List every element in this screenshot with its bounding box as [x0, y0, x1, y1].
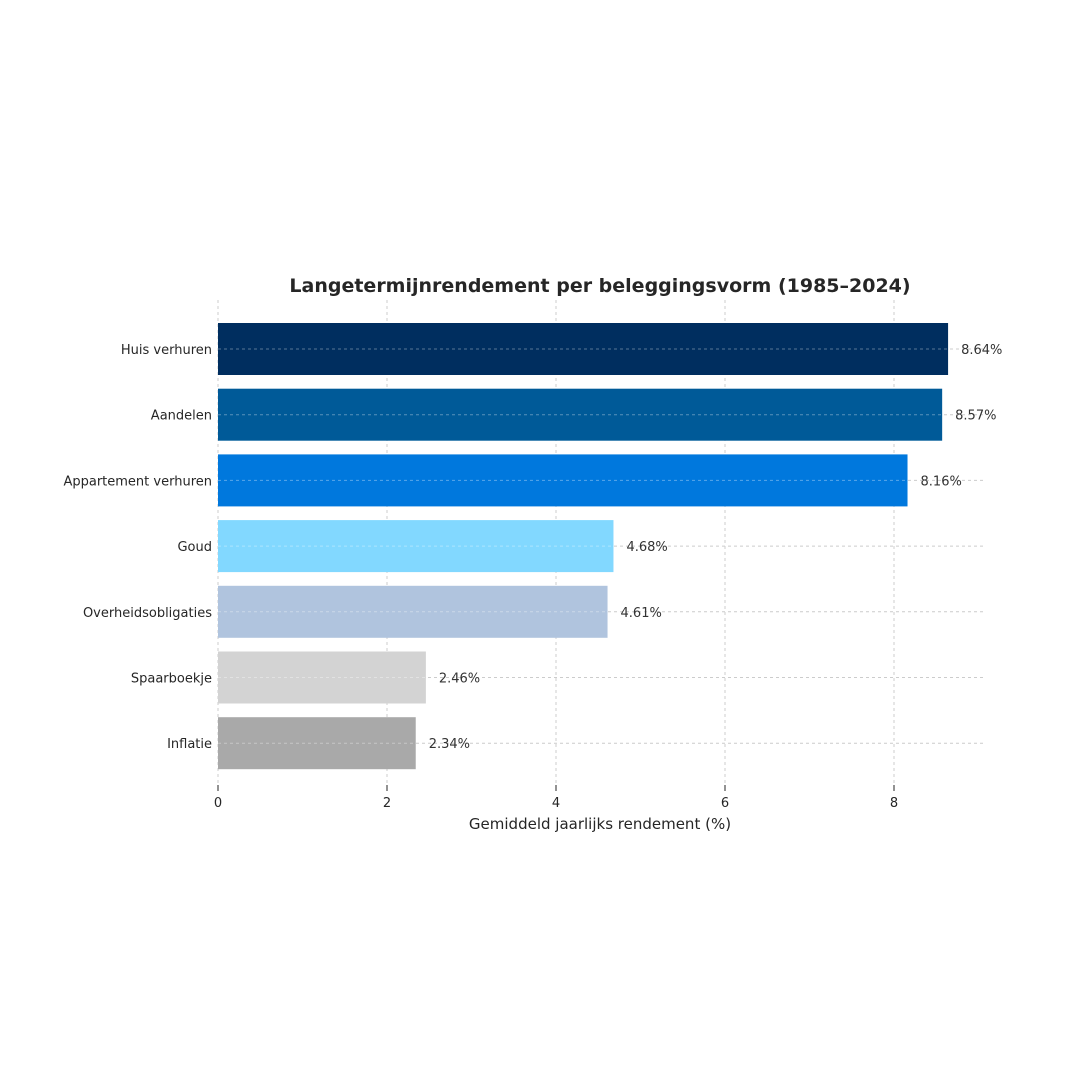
- bar: [218, 585, 608, 638]
- data-label: 2.34%: [429, 737, 470, 752]
- category-label: Inflatie: [167, 737, 212, 752]
- bar: [218, 323, 949, 375]
- category-label: Spaarboekje: [131, 672, 212, 687]
- category-label: Huis verhuren: [121, 343, 212, 358]
- value-labels: 8.64% 8.57% 8.16% 4.68% 4.61% 2.46% 2.34%: [429, 343, 1003, 752]
- x-tick-label: 8: [890, 796, 898, 811]
- x-tick-label: 2: [383, 796, 391, 811]
- x-tick-label: 0: [214, 796, 222, 811]
- x-tick-label: 6: [721, 796, 729, 811]
- data-label: 8.16%: [921, 474, 962, 489]
- bars: [218, 323, 949, 770]
- data-label: 4.68%: [626, 540, 667, 555]
- category-label: Goud: [177, 540, 212, 555]
- data-label: 4.61%: [621, 606, 662, 621]
- category-labels: Huis verhuren Aandelen Appartement verhure…: [63, 343, 212, 752]
- category-label: Aandelen: [151, 409, 212, 424]
- x-axis-ticks: 0 2 4 6 8: [214, 785, 898, 811]
- x-tick-label: 4: [552, 796, 560, 811]
- data-label: 8.64%: [961, 343, 1002, 358]
- bar: [218, 520, 614, 573]
- data-label: 2.46%: [439, 672, 480, 687]
- chart-title: Langetermijnrendement per beleggingsvorm…: [289, 275, 910, 297]
- x-axis-label: Gemiddeld jaarlijks rendement (%): [469, 815, 731, 833]
- data-label: 8.57%: [955, 409, 996, 424]
- bar: [218, 651, 426, 704]
- category-label: Overheidsobligaties: [83, 606, 212, 621]
- category-label: Appartement verhuren: [63, 474, 212, 489]
- bar: [218, 388, 943, 441]
- bar: [218, 454, 908, 507]
- bar: [218, 717, 416, 770]
